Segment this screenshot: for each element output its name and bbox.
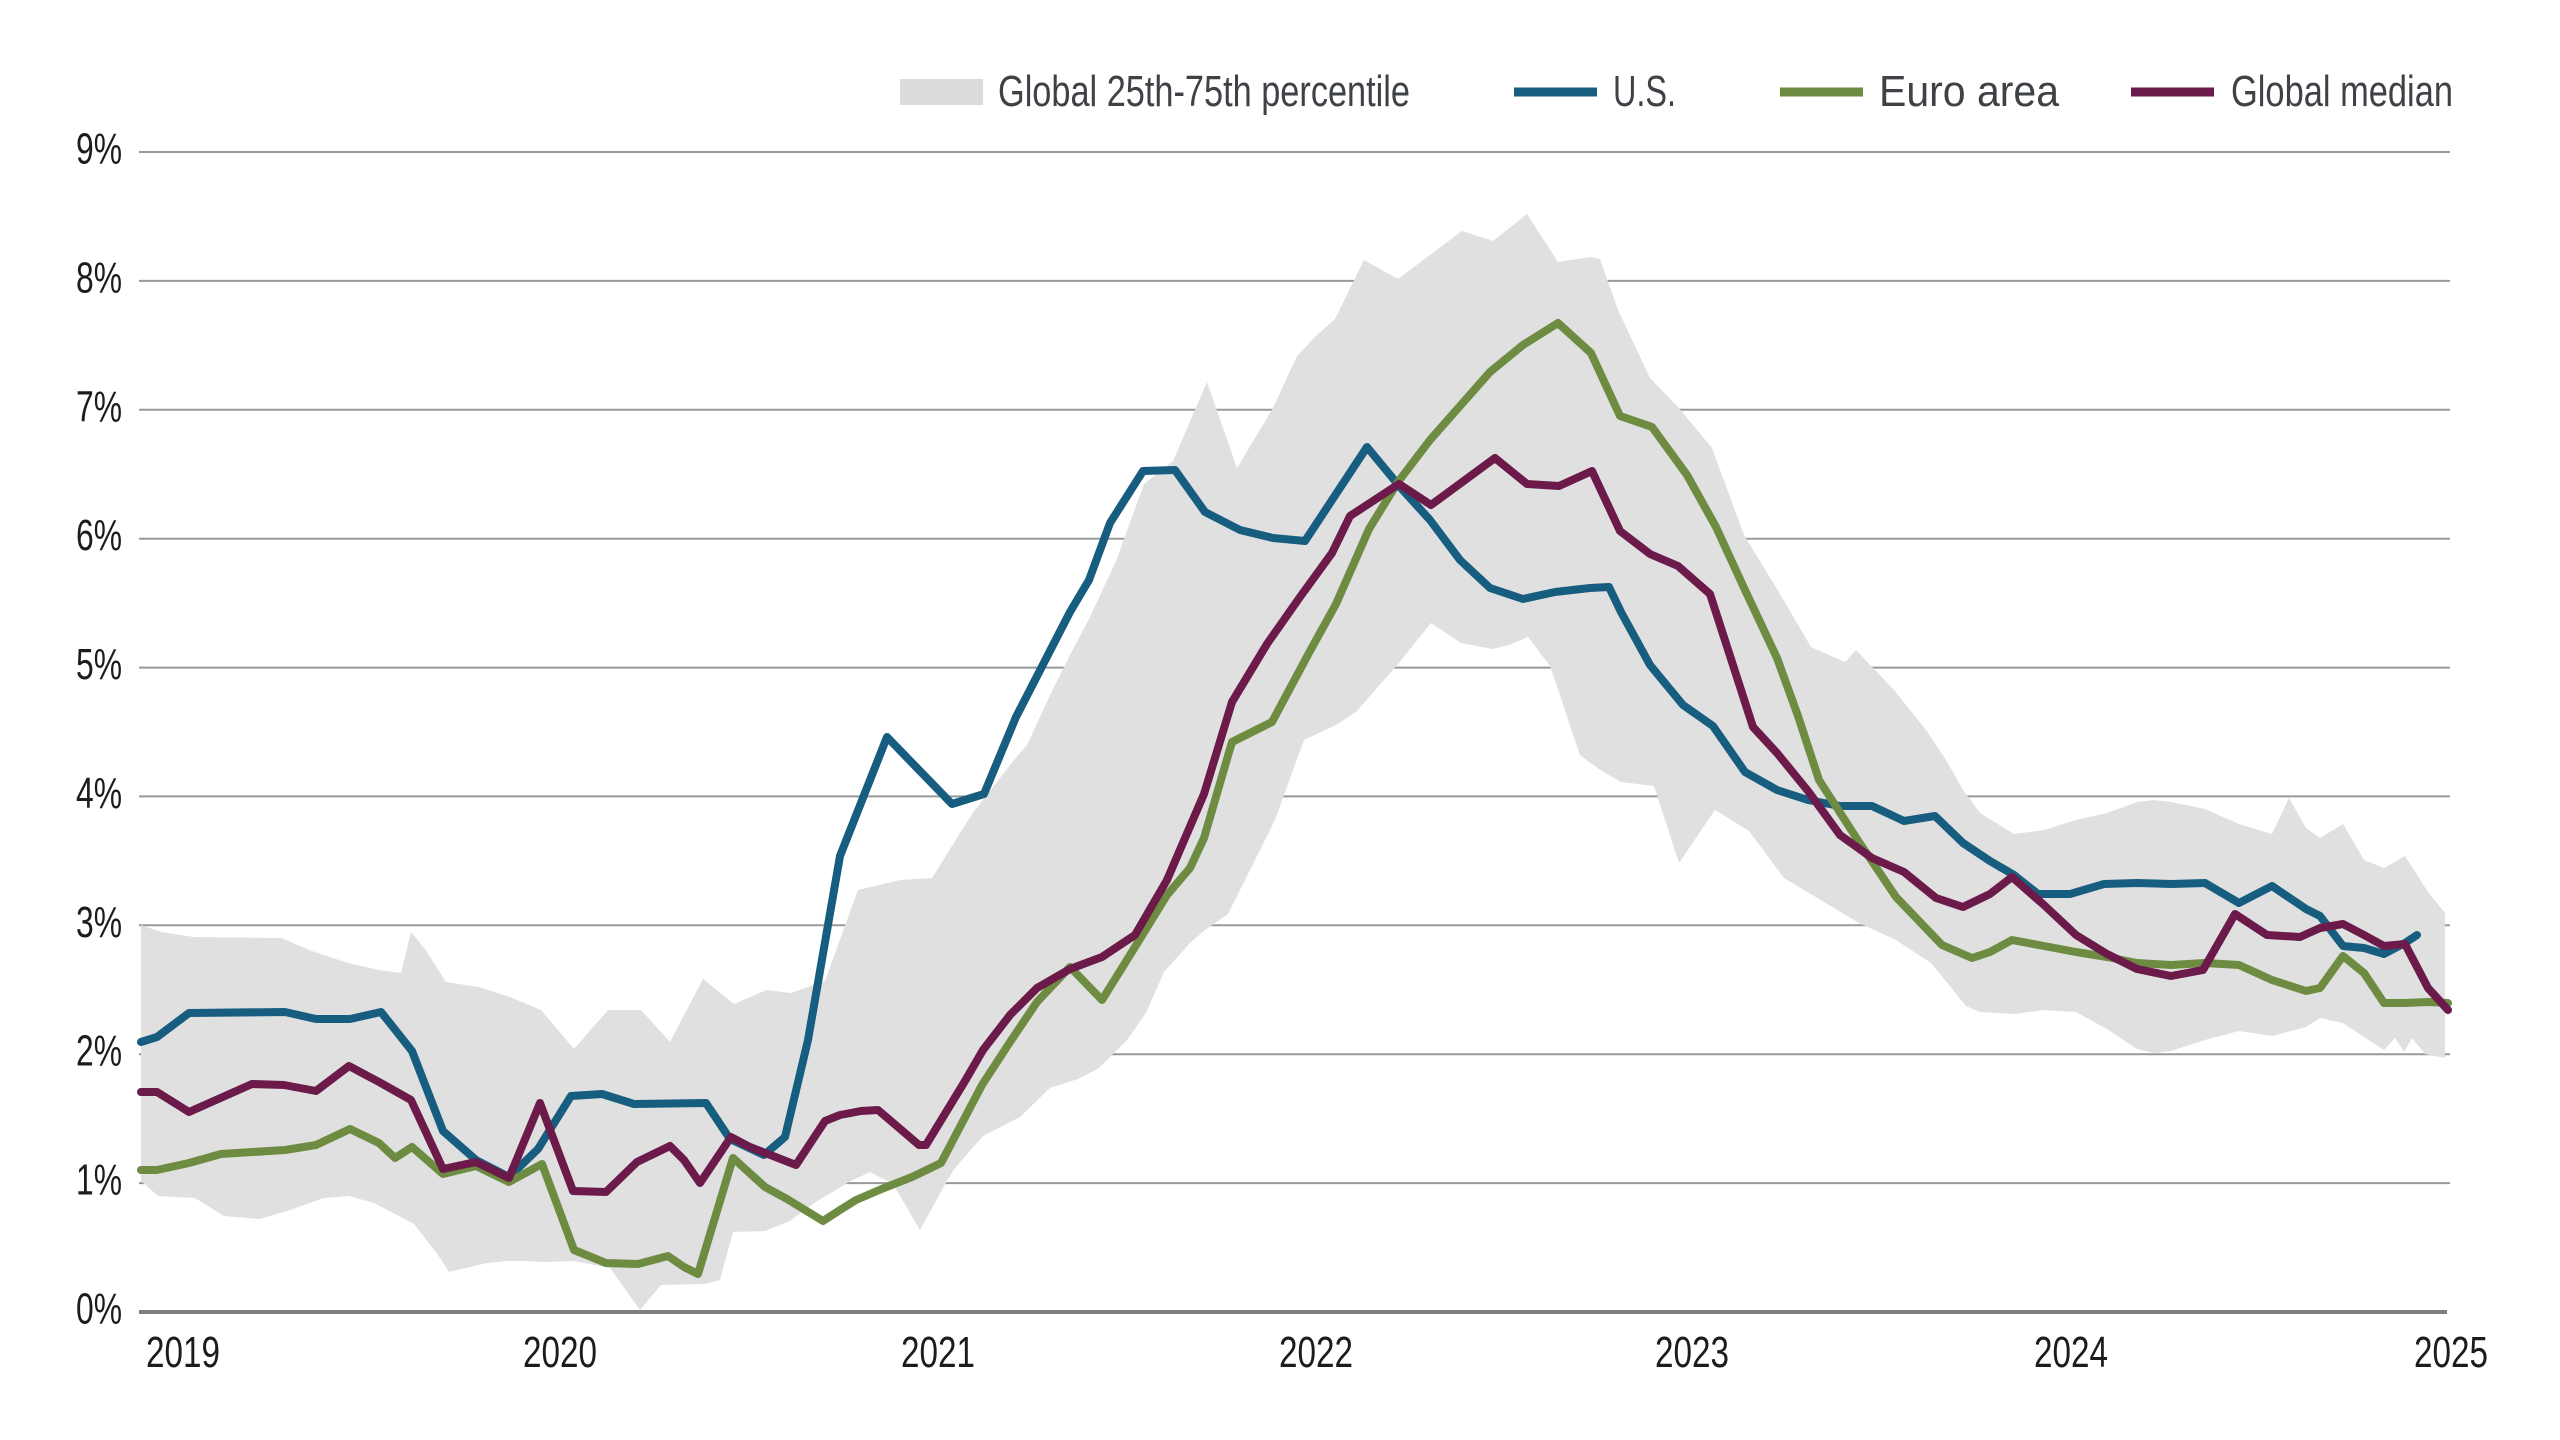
- svg-text:1%: 1%: [76, 1156, 122, 1205]
- svg-text:Euro area: Euro area: [1879, 67, 2059, 116]
- svg-text:6%: 6%: [76, 511, 122, 560]
- svg-text:2023: 2023: [1655, 1328, 1729, 1377]
- svg-text:3%: 3%: [76, 898, 122, 947]
- svg-text:2021: 2021: [901, 1328, 975, 1377]
- svg-text:7%: 7%: [76, 382, 122, 431]
- svg-text:Global 25th-75th percentile: Global 25th-75th percentile: [998, 67, 1410, 116]
- svg-text:4%: 4%: [76, 769, 122, 818]
- svg-text:2020: 2020: [523, 1328, 597, 1377]
- svg-text:2024: 2024: [2034, 1328, 2108, 1377]
- svg-text:5%: 5%: [76, 640, 122, 689]
- svg-text:0%: 0%: [76, 1285, 122, 1334]
- svg-text:2019: 2019: [146, 1328, 220, 1377]
- svg-text:2022: 2022: [1279, 1328, 1353, 1377]
- svg-text:2025: 2025: [2414, 1328, 2488, 1377]
- svg-text:Global median: Global median: [2231, 67, 2453, 116]
- svg-text:2%: 2%: [76, 1027, 122, 1076]
- svg-text:9%: 9%: [76, 125, 122, 174]
- svg-text:8%: 8%: [76, 253, 122, 302]
- svg-text:U.S.: U.S.: [1613, 67, 1676, 116]
